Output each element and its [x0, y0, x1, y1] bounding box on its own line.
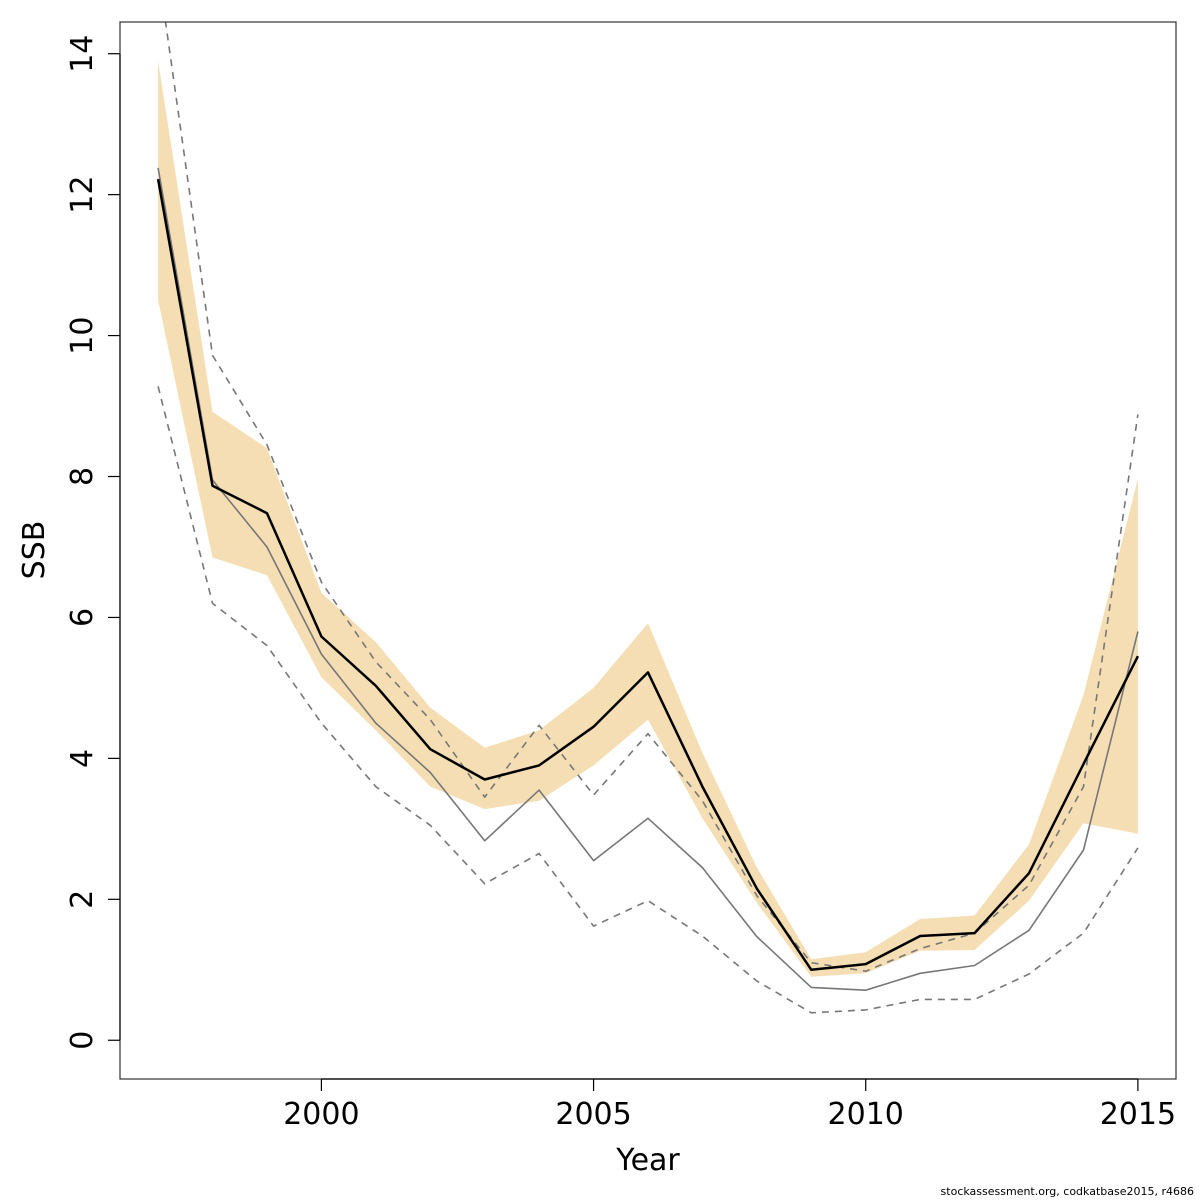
y-tick-label: 4 — [65, 749, 100, 768]
x-axis: 2000 2005 2010 2015 — [283, 1078, 1176, 1132]
x-tick-label: 2010 — [828, 1097, 904, 1132]
y-axis-title: SSB — [17, 521, 52, 580]
y-tick-label: 8 — [65, 467, 100, 486]
y-tick-label: 14 — [65, 35, 100, 73]
y-tick-label: 0 — [65, 1031, 100, 1050]
y-axis: 0 2 4 6 8 10 12 14 — [65, 35, 121, 1050]
x-tick-label: 2015 — [1100, 1097, 1176, 1132]
x-axis-title: Year — [615, 1143, 680, 1178]
upper-dashed-line — [164, 22, 1139, 973]
footer-credit: stockassessment.org, codkatbase2015, r46… — [940, 1185, 1194, 1198]
retro-line — [157, 167, 1139, 992]
y-tick-label: 12 — [65, 176, 100, 214]
y-tick-label: 6 — [65, 608, 100, 627]
ssb-estimate-line — [156, 178, 1140, 972]
x-tick-label: 2005 — [555, 1097, 631, 1132]
confidence-band — [158, 60, 1138, 977]
y-tick-label: 2 — [65, 890, 100, 909]
x-tick-label: 2000 — [283, 1097, 359, 1132]
plot-area — [156, 22, 1140, 1014]
y-tick-label: 10 — [65, 317, 100, 355]
